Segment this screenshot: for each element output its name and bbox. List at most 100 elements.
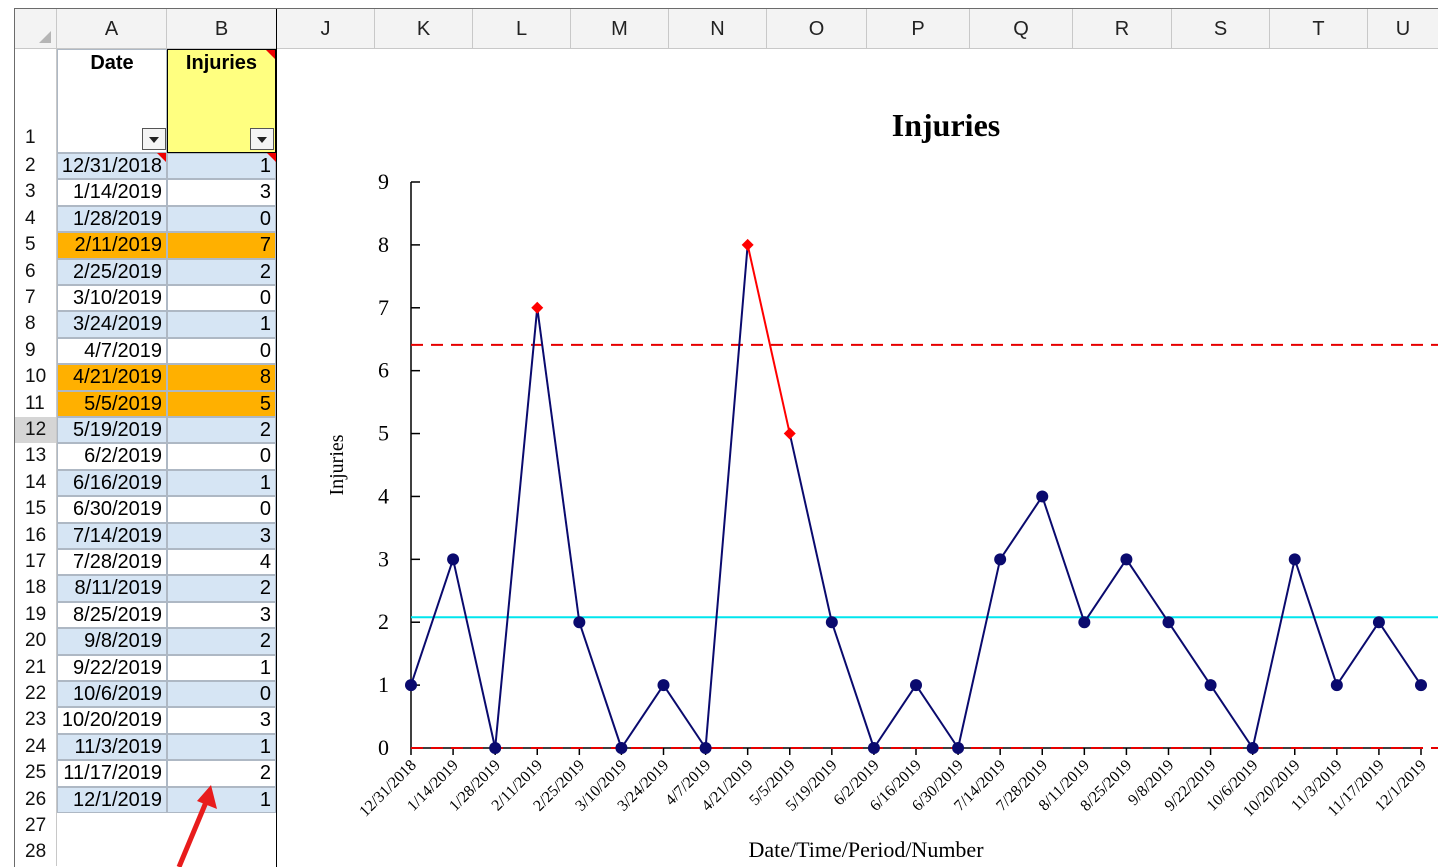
injuries-cell[interactable]: 5 [167, 390, 276, 417]
column-header-b[interactable]: B [167, 9, 277, 49]
date-cell[interactable]: 4/21/2019 [57, 364, 167, 391]
row-header-4[interactable]: 4 [15, 205, 57, 233]
row-header-27[interactable]: 27 [15, 813, 57, 840]
row-header-12[interactable]: 12 [15, 417, 57, 444]
column-header-m[interactable]: M [571, 9, 669, 49]
column-header-j[interactable]: J [277, 9, 375, 49]
row-header-3[interactable]: 3 [15, 179, 57, 206]
date-cell[interactable]: 9/22/2019 [57, 654, 167, 681]
row-header-25[interactable]: 25 [15, 760, 57, 787]
injuries-cell[interactable]: 1 [167, 311, 276, 338]
column-header-k[interactable]: K [375, 9, 473, 49]
row-header-16[interactable]: 16 [15, 522, 57, 549]
column-header-t[interactable]: T [1270, 9, 1368, 49]
column-header-u[interactable]: U [1368, 9, 1438, 49]
injuries-cell[interactable]: 1 [167, 153, 276, 180]
column-header-s[interactable]: S [1172, 9, 1270, 49]
injuries-cell[interactable]: 2 [167, 575, 276, 602]
select-all-corner[interactable] [15, 9, 57, 49]
injuries-cell[interactable]: 3 [167, 522, 276, 549]
injuries-filter-button[interactable] [250, 128, 274, 150]
injuries-cell[interactable]: 2 [167, 417, 276, 444]
row-header-20[interactable]: 20 [15, 628, 57, 655]
row-header-21[interactable]: 21 [15, 654, 57, 681]
column-header-a[interactable]: A [57, 9, 167, 49]
row-header-7[interactable]: 7 [15, 285, 57, 312]
date-cell[interactable]: 6/2/2019 [57, 443, 167, 470]
row-header-13[interactable]: 13 [15, 443, 57, 470]
date-cell[interactable]: 2/25/2019 [57, 258, 167, 285]
date-cell[interactable]: 11/17/2019 [57, 760, 167, 787]
row-header-11[interactable]: 11 [15, 390, 57, 417]
date-header-cell[interactable]: Date [57, 49, 167, 153]
date-cell[interactable]: 5/19/2019 [57, 417, 167, 444]
injuries-cell[interactable]: 4 [167, 549, 276, 576]
row-header-6[interactable]: 6 [15, 258, 57, 285]
row-header-8[interactable]: 8 [15, 311, 57, 338]
injuries-cell[interactable]: 1 [167, 469, 276, 497]
injuries-cell[interactable]: 3 [167, 179, 276, 206]
injuries-cell[interactable]: 0 [167, 443, 276, 470]
date-cell[interactable]: 2/11/2019 [57, 232, 167, 259]
injuries-cell[interactable]: 2 [167, 258, 276, 285]
injuries-header-cell[interactable]: Injuries [167, 49, 276, 153]
date-cell[interactable]: 6/16/2019 [57, 469, 167, 497]
injuries-cell[interactable]: 8 [167, 364, 276, 391]
injuries-cell[interactable]: 0 [167, 285, 276, 312]
row-header-10[interactable]: 10 [15, 364, 57, 391]
injuries-cell[interactable]: 1 [167, 786, 276, 813]
injuries-cell[interactable]: 0 [167, 337, 276, 365]
date-cell[interactable]: 7/14/2019 [57, 522, 167, 549]
injuries-cell[interactable]: 3 [167, 601, 276, 629]
injuries-chart[interactable]: Injuries Injuries Date/Time/Period/Number 0… [277, 49, 1438, 867]
injuries-cell[interactable]: 3 [167, 707, 276, 734]
row-header-22[interactable]: 22 [15, 681, 57, 708]
date-cell[interactable]: 3/24/2019 [57, 311, 167, 338]
injuries-cell[interactable]: 0 [167, 681, 276, 708]
column-header-r[interactable]: R [1073, 9, 1172, 49]
row-header-15[interactable]: 15 [15, 496, 57, 523]
column-header-n[interactable]: N [669, 9, 767, 49]
row-header-28[interactable]: 28 [15, 839, 57, 866]
injuries-cell[interactable]: 1 [167, 733, 276, 761]
injuries-cell[interactable]: 2 [167, 628, 276, 655]
date-cell[interactable]: 12/31/2018 [57, 153, 167, 180]
date-cell[interactable]: 8/25/2019 [57, 601, 167, 629]
data-point [615, 742, 628, 754]
x-axis-label: Date/Time/Period/Number [748, 837, 984, 862]
column-header-o[interactable]: O [767, 9, 867, 49]
row-header-17[interactable]: 17 [15, 549, 57, 576]
injuries-cell[interactable]: 0 [167, 496, 276, 523]
row-header-1[interactable]: 1 [15, 49, 57, 153]
date-cell[interactable]: 12/1/2019 [57, 786, 167, 813]
date-cell[interactable]: 3/10/2019 [57, 285, 167, 312]
row-header-19[interactable]: 19 [15, 601, 57, 629]
date-cell[interactable]: 10/6/2019 [57, 681, 167, 708]
row-header-5[interactable]: 5 [15, 232, 57, 259]
date-cell[interactable]: 7/28/2019 [57, 549, 167, 576]
row-header-26[interactable]: 26 [15, 786, 57, 813]
injuries-cell[interactable]: 0 [167, 205, 276, 233]
injuries-cell[interactable]: 7 [167, 232, 276, 259]
date-cell[interactable]: 4/7/2019 [57, 337, 167, 365]
date-cell[interactable]: 5/5/2019 [57, 390, 167, 417]
row-header-24[interactable]: 24 [15, 733, 57, 761]
date-cell[interactable]: 11/3/2019 [57, 733, 167, 761]
date-cell[interactable]: 8/11/2019 [57, 575, 167, 602]
date-filter-button[interactable] [142, 128, 166, 150]
injuries-cell[interactable]: 1 [167, 654, 276, 681]
column-header-l[interactable]: L [473, 9, 571, 49]
date-cell[interactable]: 6/30/2019 [57, 496, 167, 523]
row-header-14[interactable]: 14 [15, 469, 57, 497]
row-header-23[interactable]: 23 [15, 707, 57, 734]
date-cell[interactable]: 10/20/2019 [57, 707, 167, 734]
row-header-2[interactable]: 2 [15, 153, 57, 180]
row-header-9[interactable]: 9 [15, 337, 57, 365]
injuries-cell[interactable]: 2 [167, 760, 276, 787]
column-header-q[interactable]: Q [970, 9, 1073, 49]
row-header-18[interactable]: 18 [15, 575, 57, 602]
date-cell[interactable]: 1/28/2019 [57, 205, 167, 233]
column-header-p[interactable]: P [867, 9, 970, 49]
date-cell[interactable]: 9/8/2019 [57, 628, 167, 655]
date-cell[interactable]: 1/14/2019 [57, 179, 167, 206]
